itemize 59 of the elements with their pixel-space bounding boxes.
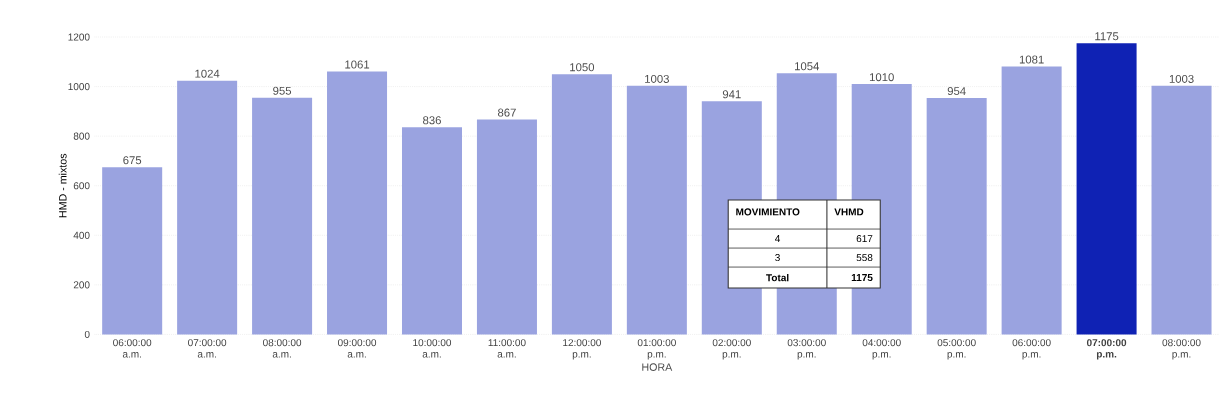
data-label: 1175 [1095,32,1119,41]
x-tick-label: 11:00:00 a.m. [488,339,526,358]
x-tick-label: 09:00:00 a.m. [337,339,377,358]
data-label: 1081 [1019,55,1044,64]
annotation: 1175 [851,274,873,282]
data-label: 1054 [795,62,820,71]
bar [1151,85,1212,335]
x-tick-label: 04:00:00 p.m. [862,339,901,360]
data-label: 675 [123,156,142,165]
y-axis-title: HMD - mixtos [58,153,67,218]
data-label: 954 [947,86,966,95]
annotation: 4 [775,235,781,242]
x-axis-title: HORA [642,363,673,371]
x-tick-label: 08:00:00 a.m. [263,339,302,358]
bar [102,167,163,335]
data-label: 1010 [869,73,894,82]
data-label: 941 [722,90,741,99]
y-tick-label: 400 [73,231,90,239]
data-label: 1050 [570,63,595,72]
annotation: VHMD [834,208,864,216]
x-tick-label: 07:00:00 p.m. [1086,339,1127,360]
annotation: MOVIMIENTO [736,208,800,216]
data-label: 867 [497,108,516,117]
bar [327,71,388,335]
annotation: 617 [856,234,873,243]
data-label: 1061 [345,60,370,69]
data-label: 1003 [1169,74,1194,83]
y-tick-label: 1000 [68,82,90,91]
x-tick-label: 06:00:00 a.m. [113,339,152,358]
x-tick-label: 02:00:00 p.m. [712,339,751,360]
y-tick-label: 200 [73,281,90,289]
x-tick-label: 06:00:00 p.m. [1012,339,1051,360]
x-tick-label: 08:00:00 p.m. [1162,339,1201,360]
x-tick-label: 03:00:00 p.m. [787,339,826,360]
annotation: Total [766,273,789,282]
data-label: 1024 [195,69,220,78]
bar [401,127,462,335]
bar [252,97,313,335]
bar [626,85,687,335]
x-tick-label: 12:00:00 p.m. [563,339,601,360]
data-label: 1003 [645,74,669,83]
y-tick-label: 600 [73,182,90,190]
y-tick-label: 800 [73,132,90,140]
bar [926,97,987,335]
bar [551,74,612,335]
data-label: 836 [423,116,441,125]
x-tick-label: 01:00:00 p.m. [637,339,676,360]
annotation: 3 [775,253,780,262]
x-tick-label: 07:00:00 a.m. [188,339,227,358]
x-tick-label: 05:00:00 p.m. [937,339,976,360]
x-tick-label: 10:00:00 a.m. [413,339,452,358]
y-tick-label: 0 [84,330,90,338]
bar [476,119,537,335]
y-tick-label: 1200 [68,33,90,41]
bar [1076,43,1137,335]
bar [1001,66,1062,335]
annotation: 558 [856,253,873,262]
bar [177,80,238,335]
data-label: 955 [273,86,292,95]
